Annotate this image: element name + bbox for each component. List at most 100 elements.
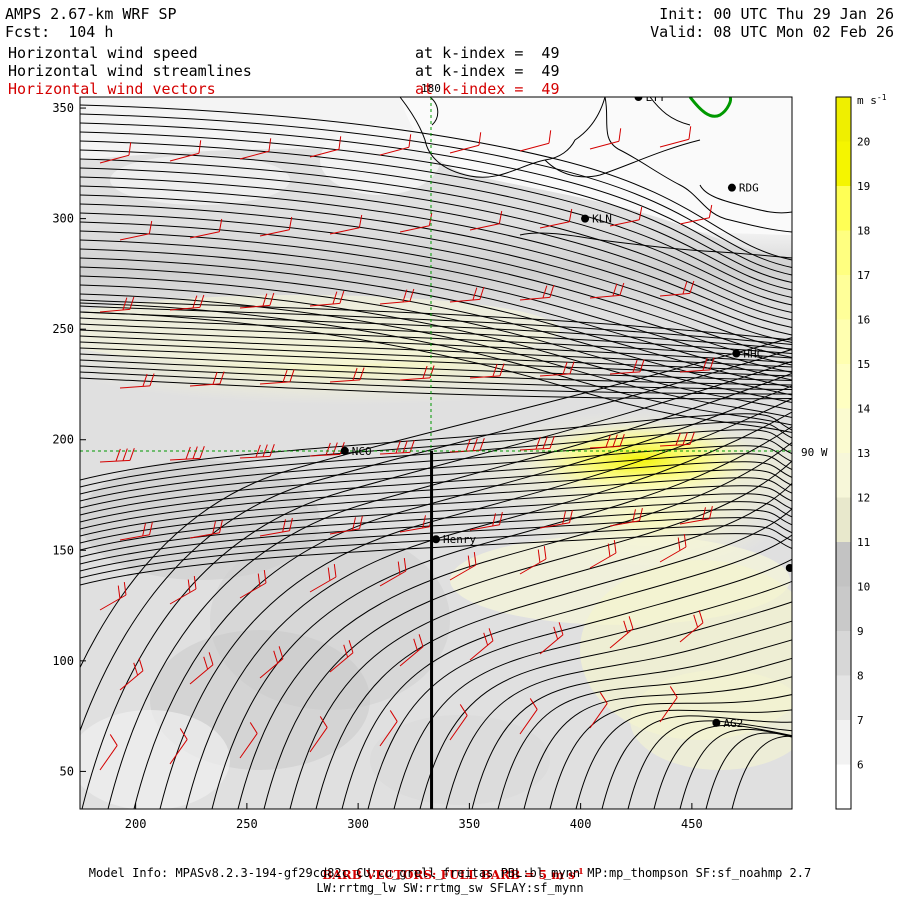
wind-barb — [609, 206, 643, 227]
streamline — [80, 377, 792, 400]
colorbar-frame — [835, 96, 852, 810]
wind-barb — [449, 704, 468, 741]
colorbar-label: 17 — [857, 269, 870, 282]
colorbar-label: 13 — [857, 447, 870, 460]
x-tick-label: 300 — [347, 817, 369, 831]
wind-barb — [609, 359, 645, 375]
streamline — [80, 311, 792, 350]
wind-barb — [99, 448, 135, 463]
station-label: LYT — [645, 91, 665, 104]
wind-barb — [539, 509, 573, 529]
streamline — [80, 185, 792, 328]
wind-barb — [519, 436, 555, 451]
wind-barb — [659, 126, 692, 148]
streamline — [523, 676, 792, 809]
streamline — [419, 601, 792, 809]
streamline — [107, 372, 792, 809]
wind-barb — [259, 646, 284, 679]
meridian-label-right: 90 W — [801, 446, 828, 459]
streamline — [80, 429, 792, 495]
streamline — [549, 694, 792, 809]
wind-barb — [119, 220, 153, 241]
streamline — [80, 257, 792, 388]
streamline — [185, 411, 792, 809]
streamline — [497, 657, 792, 809]
streamline — [289, 482, 792, 809]
wind-barb — [679, 204, 713, 225]
wind-barb — [329, 640, 354, 673]
colorbar-label: 12 — [857, 492, 870, 505]
wind-barb — [119, 521, 153, 541]
streamline — [80, 149, 792, 298]
streamline — [80, 131, 792, 283]
station-label: RDG — [739, 182, 759, 195]
station-marker — [340, 446, 349, 455]
wind-barb — [119, 373, 155, 389]
streamline — [80, 293, 792, 418]
station-label: Henry — [443, 533, 476, 546]
meridian-label-top: 180 — [421, 82, 441, 95]
streamline — [159, 398, 792, 809]
streamline — [80, 239, 792, 373]
wind-barb — [519, 130, 552, 152]
streamline — [80, 525, 792, 579]
x-axis: 200 250 300 350 400 450 — [125, 803, 703, 831]
streamline — [80, 359, 792, 386]
station-marker — [634, 97, 643, 101]
y-tick-label: 300 — [52, 212, 74, 226]
streamline — [393, 580, 792, 809]
stations: LYT RDG KLN HHC NCO Henry AG2 — [340, 91, 792, 730]
map-area: LYT RDG KLN HHC NCO Henry AG2 — [80, 91, 792, 809]
wind-barb — [449, 286, 485, 303]
y-tick-label: 200 — [52, 433, 74, 447]
wind-barb — [169, 576, 197, 605]
colorbar-label: 18 — [857, 225, 870, 238]
wind-barb — [379, 558, 407, 587]
streamline — [80, 317, 792, 354]
streamline — [237, 441, 792, 809]
station-marker — [581, 214, 590, 223]
wind-barb — [519, 698, 538, 735]
wind-barb — [379, 440, 415, 455]
streamline — [80, 485, 792, 544]
colorbar-swatch — [836, 542, 851, 587]
wind-barb — [379, 134, 412, 156]
wind-barb — [239, 138, 272, 160]
field-name-vectors: Horizontal wind vectors — [8, 80, 216, 98]
x-tick-label: 450 — [681, 817, 703, 831]
streamline — [705, 732, 792, 809]
wind-barb — [399, 634, 424, 667]
streamline — [471, 639, 792, 809]
wind-barb — [539, 208, 573, 229]
wind-barb — [309, 136, 342, 158]
wind-barb — [309, 290, 345, 307]
wind-barbs — [99, 126, 715, 771]
colorbar-label: 15 — [857, 358, 870, 371]
y-tick-label: 50 — [60, 764, 74, 778]
field-level-wind-speed: at k-index = 49 — [415, 44, 560, 62]
colorbar-swatch — [836, 230, 851, 275]
streamline — [80, 421, 792, 488]
x-tick-label: 400 — [570, 817, 592, 831]
station-marker — [732, 349, 741, 358]
wind-barb — [169, 446, 205, 461]
streamline — [601, 715, 792, 809]
streamline — [80, 113, 792, 268]
colorbar-swatch — [836, 497, 851, 542]
streamline — [80, 104, 792, 261]
wind-barb — [519, 284, 555, 301]
station-marker — [712, 718, 721, 727]
wind-barb — [309, 716, 328, 753]
streamline — [80, 413, 792, 481]
wind-barb — [659, 686, 678, 723]
wind-barb — [259, 369, 295, 385]
colorbar-swatch — [836, 720, 851, 765]
wind-barb — [679, 610, 704, 643]
green-contour — [688, 97, 732, 118]
wind-barb — [589, 282, 625, 299]
x-tick-label: 200 — [125, 817, 147, 831]
wind-barb — [119, 658, 144, 691]
wind-barb — [99, 582, 127, 611]
y-tick-label: 150 — [52, 543, 74, 557]
colorbar-label: 10 — [857, 581, 870, 594]
